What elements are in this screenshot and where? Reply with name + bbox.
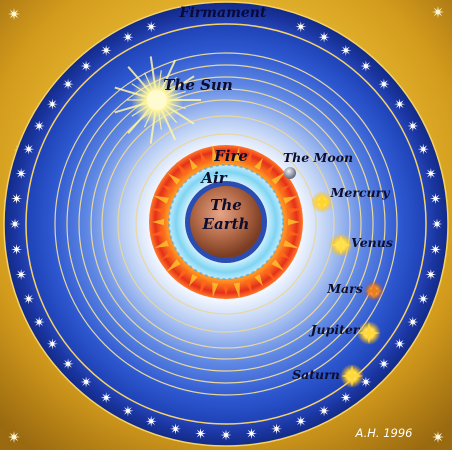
moon [284, 167, 296, 179]
jupiter-label: Jupiter [309, 322, 361, 337]
firmament-star [170, 423, 181, 434]
firmament-star [81, 376, 92, 387]
firmament-star [122, 32, 133, 43]
fire-label: Fire [213, 147, 248, 165]
firmament-star [34, 120, 45, 131]
firmament-star [340, 45, 351, 56]
sun-label: The Sun [163, 76, 232, 94]
firmament-star [47, 338, 58, 349]
artist-credit: A.H. 1996 [355, 426, 413, 440]
mercury-label: Mercury [330, 185, 391, 200]
venus-label: Venus [351, 235, 393, 250]
moon-label: The Moon [283, 150, 353, 165]
earth-label-line2: Earth [202, 215, 250, 233]
firmament-star [47, 99, 58, 110]
firmament-star [63, 79, 74, 90]
firmament-star [195, 428, 206, 439]
firmament-star [319, 405, 330, 416]
firmament-star [23, 144, 34, 155]
firmament-star [425, 269, 436, 280]
firmament-star [378, 358, 389, 369]
corner-sparkle [432, 431, 444, 443]
air-label: Air [199, 169, 227, 187]
firmament-star [430, 193, 441, 204]
firmament-star [16, 168, 27, 179]
firmament-star [146, 416, 157, 427]
firmament-star [146, 21, 157, 32]
firmament-star [295, 21, 306, 32]
planet-mars [364, 281, 384, 301]
firmament-label: Firmament [179, 5, 267, 21]
firmament-star [394, 99, 405, 110]
firmament-star [34, 317, 45, 328]
saturn-label: Saturn [292, 367, 340, 382]
firmament-star [81, 61, 92, 72]
firmament-star [319, 32, 330, 43]
firmament-star [407, 120, 418, 131]
corner-sparkle [8, 431, 20, 443]
firmament-star [271, 423, 282, 434]
firmament-star [360, 61, 371, 72]
earth-label-line1: The [210, 196, 242, 214]
firmament-star [295, 416, 306, 427]
firmament-star [425, 168, 436, 179]
firmament-star [122, 405, 133, 416]
firmament-star [10, 219, 21, 230]
firmament-star [101, 392, 112, 403]
firmament-star [432, 219, 443, 230]
firmament-star [221, 430, 232, 441]
firmament-star [246, 428, 257, 439]
firmament-star [378, 79, 389, 90]
firmament-star [418, 293, 429, 304]
planet-jupiter [357, 321, 381, 345]
planet-saturn [340, 364, 364, 388]
firmament-star [340, 392, 351, 403]
firmament-star [11, 193, 22, 204]
firmament-star [16, 269, 27, 280]
corner-sparkle [8, 8, 20, 20]
corner-sparkle [432, 6, 444, 18]
firmament-star [11, 244, 22, 255]
firmament-star [63, 358, 74, 369]
firmament-star [418, 144, 429, 155]
firmament-star [430, 244, 441, 255]
firmament-star [407, 317, 418, 328]
firmament-star [23, 293, 34, 304]
mars-label: Mars [326, 281, 363, 296]
planet-venus [329, 233, 353, 257]
firmament-star [394, 338, 405, 349]
firmament-star [101, 45, 112, 56]
